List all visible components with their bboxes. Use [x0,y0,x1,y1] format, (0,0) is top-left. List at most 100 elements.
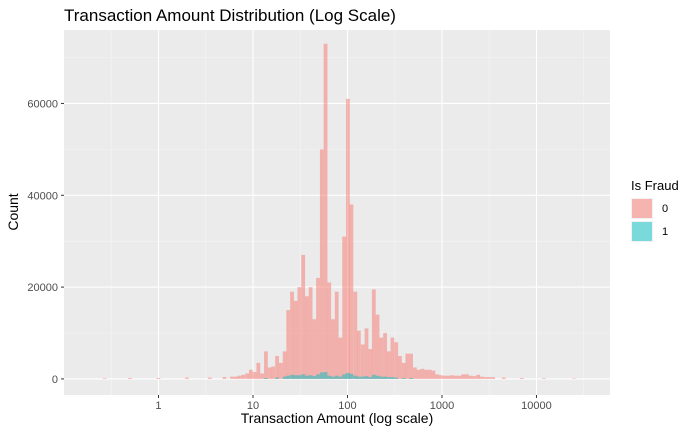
bar-series-1 [338,376,343,379]
bar-series-1 [312,376,317,379]
bar-series-0 [439,375,443,379]
legend-key-0 [632,199,652,218]
bar-series-1 [386,377,391,379]
bar-series-1 [379,376,384,379]
series-1-bars [264,372,413,379]
bar-series-1 [327,375,332,379]
bar-series-0 [312,319,317,379]
y-tick-label: 40000 [27,190,58,202]
bar-series-0 [245,373,250,379]
bar-series-0 [501,377,506,379]
bar-series-0 [412,367,417,379]
bar-series-0 [319,149,324,379]
bar-series-0 [290,291,294,379]
bar-series-0 [572,378,576,379]
bar-series-1 [293,375,298,379]
bar-series-1 [319,372,324,379]
legend-key-1 [632,222,652,241]
bar-series-0 [364,328,369,379]
bar-series-0 [476,374,481,379]
bar-series-0 [252,372,257,379]
bar-series-0 [394,342,399,379]
bar-series-0 [271,366,276,379]
bar-series-1 [316,374,320,379]
bar-series-0 [386,351,391,379]
bar-series-1 [305,375,309,379]
bar-series-0 [375,314,380,379]
bar-series-0 [353,291,358,379]
bar-series-1 [356,376,361,379]
bar-series-0 [491,377,495,379]
bar-series-0 [260,373,265,379]
bar-series-0 [542,378,546,379]
bar-series-1 [371,374,376,379]
bar-series-1 [301,374,306,379]
bar-series-0 [450,375,454,379]
bar-series-0 [275,355,279,379]
bar-series-0 [479,376,484,379]
bar-series-0 [431,370,436,379]
bar-series-1 [390,377,395,379]
bar-series-0 [282,351,287,379]
bar-series-0 [128,378,132,379]
bar-series-0 [465,374,469,379]
bar-series-0 [457,375,462,379]
bar-series-0 [379,337,384,379]
bar-series-0 [327,282,332,379]
bar-series-1 [383,376,387,379]
bar-series-0 [230,376,234,379]
bar-series-0 [472,376,477,379]
bar-series-1 [323,372,328,379]
bar-series-1 [375,375,380,379]
bar-series-0 [383,333,387,379]
bar-series-0 [461,374,466,379]
bar-series-0 [446,375,451,379]
bar-series-1 [331,376,335,379]
bar-series-0 [308,287,313,379]
bar-series-0 [427,369,432,379]
bar-series-0 [349,204,354,379]
bar-series-1 [297,375,302,379]
bar-series-0 [483,377,488,379]
legend-label-0: 0 [662,203,668,215]
bar-series-0 [156,378,161,379]
bar-series-0 [442,375,447,379]
bar-series-0 [435,374,440,379]
bar-series-0 [256,362,261,379]
bar-series-1 [275,377,279,379]
legend-items: 01 [631,198,668,242]
bar-series-0 [398,355,402,379]
bar-series-0 [305,296,309,379]
bar-series-0 [368,349,373,379]
bar-series-0 [237,375,242,379]
bar-series-0 [267,367,272,379]
bar-series-0 [334,291,339,379]
bar-series-0 [487,377,492,379]
x-axis: 1 10 100 1000 10000 [155,395,552,412]
bar-series-1 [401,378,406,379]
bar-series-1 [286,375,291,379]
bar-series-0 [356,330,361,379]
bar-series-0 [453,375,458,379]
x-tick-label: 1 [155,400,161,412]
y-tick-label: 60000 [27,98,58,110]
bar-series-1 [353,375,358,379]
bar-series-0 [338,337,343,379]
bar-series-0 [519,378,524,379]
bar-series-0 [468,375,473,379]
bar-series-0 [390,337,395,379]
bar-series-1 [364,376,369,379]
bar-series-0 [416,369,421,379]
bar-series-0 [286,310,291,379]
legend-title: Is Fraud [631,178,679,193]
bar-series-0 [241,374,246,379]
x-tick-label: 10 [247,400,259,412]
bar-series-0 [301,254,306,379]
x-tick-label: 1000 [430,400,454,412]
x-tick-label: 10000 [521,400,552,412]
bar-series-0 [293,300,298,379]
bar-series-0 [420,368,425,379]
bar-series-0 [208,377,212,379]
bar-series-1 [308,375,313,379]
